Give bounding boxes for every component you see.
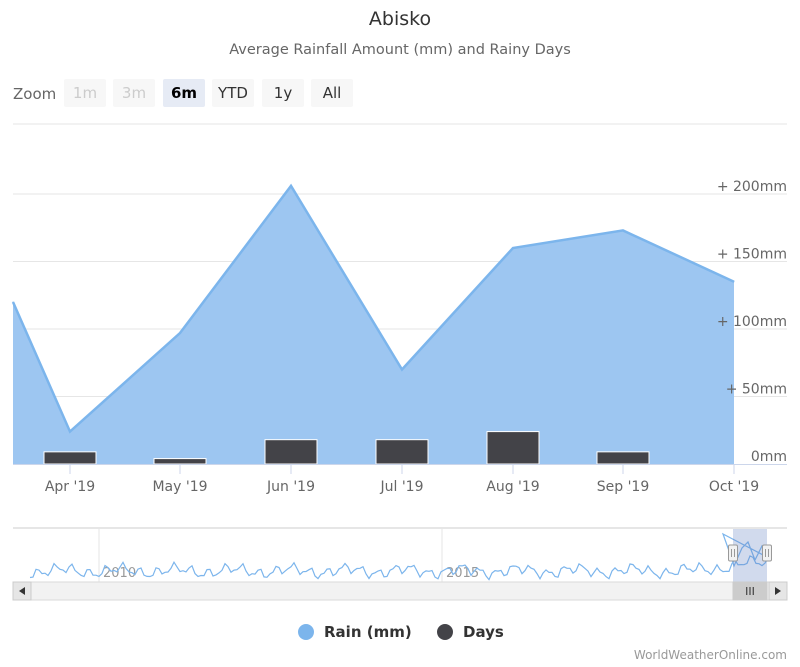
days-bar[interactable]: [264, 439, 318, 465]
rain-point[interactable]: [401, 369, 403, 370]
y-tick-label: + 100mm: [717, 314, 787, 330]
legend-symbol-rain: [298, 624, 314, 640]
rain-point[interactable]: [12, 301, 14, 303]
legend-label-rain: Rain (mm): [324, 623, 412, 641]
y-tick-label: + 150mm: [717, 247, 787, 263]
scrollbar-track[interactable]: [12, 581, 788, 601]
days-column-series: [43, 431, 650, 465]
zoom-label: Zoom: [13, 85, 57, 103]
rain-line: [11, 183, 735, 434]
x-tick-label: Oct '19: [709, 479, 759, 495]
days-bar[interactable]: [375, 439, 429, 465]
days-bar[interactable]: [486, 431, 540, 465]
zoom-all-button[interactable]: All: [311, 79, 353, 107]
rain-point[interactable]: [290, 185, 292, 187]
navigator[interactable]: 2010 2015: [13, 527, 787, 582]
navigator-handle[interactable]: [762, 544, 772, 562]
zoom-1y-button[interactable]: 1y: [262, 79, 304, 107]
legend-item-rain[interactable]: Rain (mm): [298, 621, 412, 643]
rain-point[interactable]: [622, 229, 624, 231]
zoom-1m-button[interactable]: 1m: [64, 79, 106, 107]
scrollbar-thumb[interactable]: [732, 581, 768, 601]
x-tick-label: Jul '19: [379, 479, 423, 495]
rain-point[interactable]: [179, 332, 181, 334]
arrow-left-icon: [19, 587, 25, 595]
rain-area-fill: [13, 185, 734, 464]
legend-item-days[interactable]: Days: [437, 621, 504, 643]
zoom-6m-button[interactable]: 6m: [163, 79, 205, 107]
x-tick-label: Aug '19: [486, 479, 539, 495]
navigator-year-label: 2015: [446, 566, 479, 581]
days-bar[interactable]: [43, 451, 97, 465]
scrollbar-grip-icon: III: [745, 585, 755, 598]
y-tick-label: + 200mm: [717, 179, 787, 195]
days-bar[interactable]: [153, 458, 207, 465]
legend-label-days: Days: [463, 623, 504, 641]
credit-link[interactable]: WorldWeatherOnline.com: [633, 648, 787, 662]
scrollbar[interactable]: III: [12, 581, 788, 601]
x-tick-label: May '19: [152, 479, 207, 495]
navigator-series: [29, 532, 769, 581]
rain-area-series: [11, 183, 735, 464]
y-tick-label: + 50mm: [726, 382, 787, 398]
days-bar[interactable]: [596, 451, 650, 465]
rain-point[interactable]: [733, 281, 735, 283]
zoom-3m-button[interactable]: 3m: [113, 79, 155, 107]
y-tick-label: 0mm: [751, 449, 787, 465]
x-tick-label: Sep '19: [597, 479, 650, 495]
navigator-selection[interactable]: [733, 529, 767, 582]
legend-symbol-days: [437, 624, 453, 640]
x-tick-label: Apr '19: [45, 479, 95, 495]
arrow-right-icon: [775, 587, 781, 595]
rain-point[interactable]: [512, 247, 514, 249]
x-axis: Apr '19 May '19 Jun '19 Jul '19 Aug '19 Sep '…: [13, 464, 787, 495]
rain-point[interactable]: [69, 431, 71, 433]
x-tick-label: Jun '19: [266, 479, 315, 495]
chart-title: Abisko: [368, 8, 432, 30]
zoom-ytd-button[interactable]: YTD: [212, 79, 254, 107]
y-axis: 0mm + 50mm + 100mm + 150mm + 200mm: [717, 179, 787, 465]
navigator-handle[interactable]: [728, 544, 738, 562]
chart-subtitle: Average Rainfall Amount (mm) and Rainy D…: [229, 42, 571, 58]
